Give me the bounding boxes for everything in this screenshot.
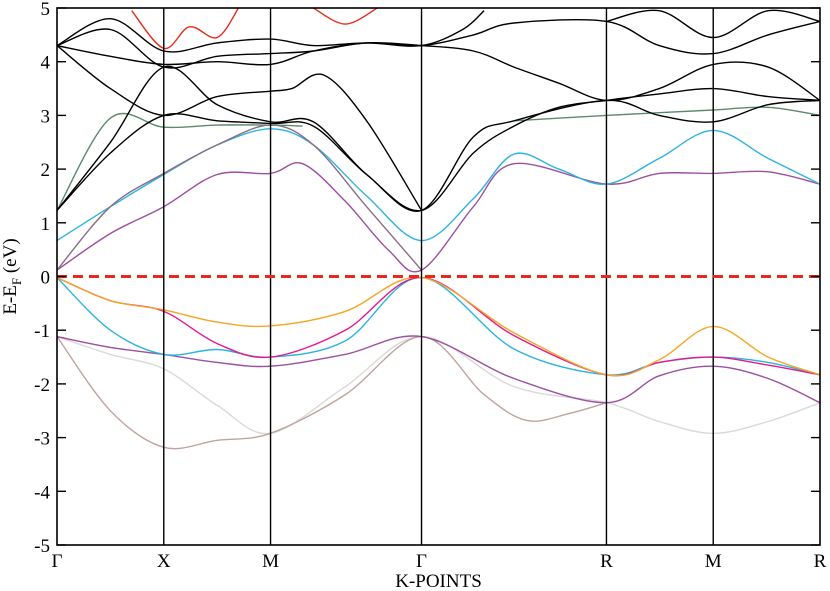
y-tick-label: -3: [34, 429, 50, 450]
y-tick-label: -5: [34, 536, 50, 557]
band-line-2: [57, 335, 607, 450]
band-line-20: [312, 8, 378, 25]
band-line-8: [57, 128, 820, 242]
x-tick-label: Γ: [52, 551, 63, 572]
y-tick-label: -4: [34, 482, 50, 503]
y-tick-label: 5: [41, 0, 51, 20]
band-line-16: [57, 42, 820, 102]
x-tick-label: M: [705, 551, 722, 572]
band-line-9: [57, 124, 423, 271]
band-line-17: [57, 10, 485, 53]
band-lines: [57, 8, 820, 450]
y-tick-label: 0: [41, 268, 51, 289]
band-line-4: [57, 276, 820, 376]
x-tick-label: Γ: [416, 551, 427, 572]
y-tick-label: 1: [41, 214, 51, 235]
y-tick-label: -2: [34, 375, 50, 396]
high-symmetry-lines: [163, 8, 714, 545]
x-tick-label: R: [814, 551, 827, 572]
band-line-13: [57, 65, 820, 212]
y-tick-label: 2: [41, 160, 51, 181]
band-line-12: [57, 99, 820, 212]
y-tick-label: -1: [34, 321, 50, 342]
x-tick-label: R: [600, 551, 613, 572]
y-tick-label: 4: [41, 53, 51, 74]
x-tick-label: X: [157, 551, 171, 572]
y-axis-label-unit: (eV): [0, 238, 21, 278]
y-axis-label: E-EF (eV): [0, 238, 24, 314]
band-line-19: [131, 8, 240, 50]
band-line-1: [57, 335, 820, 435]
band-line-5: [57, 276, 820, 377]
y-tick-label: 3: [41, 106, 51, 127]
band-line-6: [57, 276, 820, 377]
x-tick-label: M: [262, 551, 279, 572]
band-line-15: [57, 18, 820, 69]
band-line-11: [513, 106, 820, 122]
y-axis-ticks: -5 -4 -3 -2 -1 0 1 2 3 4 5: [34, 0, 820, 557]
y-axis-label-subscript: F: [9, 278, 24, 285]
band-line-3: [57, 335, 820, 404]
band-line-14: [57, 45, 423, 211]
x-axis-label: K-POINTS: [395, 571, 482, 591]
y-axis-label-main: E-E: [0, 285, 21, 315]
band-line-7: [57, 162, 820, 273]
